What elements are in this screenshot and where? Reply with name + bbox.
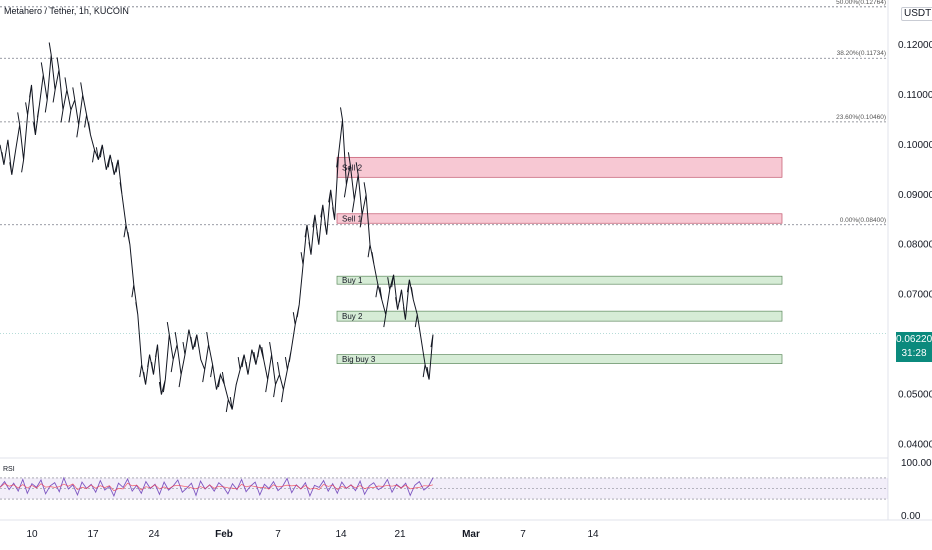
rsi-pane: 100.00 0.00 (0, 457, 932, 522)
y-tick-label-5: 0.07000 (898, 290, 932, 301)
x-tick-label-0: 10 (26, 529, 38, 540)
zone-box-3 (336, 310, 783, 322)
x-tick-label-5: 14 (335, 529, 347, 540)
x-tick-label-9: 14 (587, 529, 599, 540)
time-axis[interactable]: 10 17 24 Feb 7 14 21 Mar 7 14 (0, 519, 932, 540)
last-price-value: 0.06220 (896, 334, 932, 345)
fib-label-2: 23.60%(0.10460) (836, 114, 886, 121)
x-tick-label-3: Feb (215, 529, 233, 540)
zone-box-0 (336, 156, 783, 178)
y-tick-label-2: 0.10000 (898, 140, 932, 151)
currency-badge[interactable]: USDT (901, 7, 932, 21)
zone-box-4 (336, 354, 783, 364)
y-tick-label-0: 0.12000 (898, 40, 932, 51)
last-price-tag: 0.06220 31:28 (896, 332, 932, 362)
y-tick-label-3: 0.09000 (898, 190, 932, 201)
x-tick-label-1: 17 (87, 529, 99, 540)
fib-label-1: 38.20%(0.11734) (837, 50, 886, 57)
x-tick-label-4: 7 (275, 529, 281, 540)
x-tick-label-8: 7 (520, 529, 526, 540)
fib-label-3: 0.00%(0.08400) (840, 217, 886, 224)
zone-label-0: Sell 2 (342, 163, 363, 172)
fib-label-0: 50.00%(0.12764) (836, 0, 886, 6)
zone-box-1 (336, 213, 783, 224)
zone-box-2 (336, 275, 783, 285)
support-resistance-zones: Sell 2 Sell 1 Buy 1 Buy 2 Big buy 3 (336, 156, 783, 364)
zone-label-1: Sell 1 (342, 215, 363, 224)
zone-label-3: Buy 2 (342, 312, 363, 321)
price-series-line (0, 42, 434, 413)
y-tick-label-6: 0.05000 (898, 390, 932, 401)
y-tick-label-4: 0.08000 (898, 240, 932, 251)
rsi-signal-line (0, 482, 434, 492)
bar-countdown: 31:28 (901, 348, 927, 359)
x-tick-label-7: Mar (462, 529, 480, 540)
rsi-tick-label-1: 0.00 (901, 511, 921, 522)
symbol-title[interactable]: Metahero / Tether, 1h, KUCOIN (4, 6, 129, 16)
x-tick-label-6: 21 (394, 529, 406, 540)
zone-label-4: Big buy 3 (342, 355, 376, 364)
fibonacci-levels: 50.00%(0.12764) 38.20%(0.11734) 23.60%(0.1… (0, 0, 888, 226)
rsi-tick-label-0: 100.00 (901, 458, 932, 469)
rsi-indicator-label[interactable]: RSI (3, 466, 15, 473)
price-axis[interactable]: 0.12000 0.11000 0.10000 0.09000 0.08000 0.070… (887, 0, 932, 520)
y-tick-label-7: 0.04000 (898, 440, 932, 451)
y-tick-label-1: 0.11000 (898, 90, 932, 101)
zone-label-2: Buy 1 (342, 276, 363, 285)
x-tick-label-2: 24 (148, 529, 160, 540)
